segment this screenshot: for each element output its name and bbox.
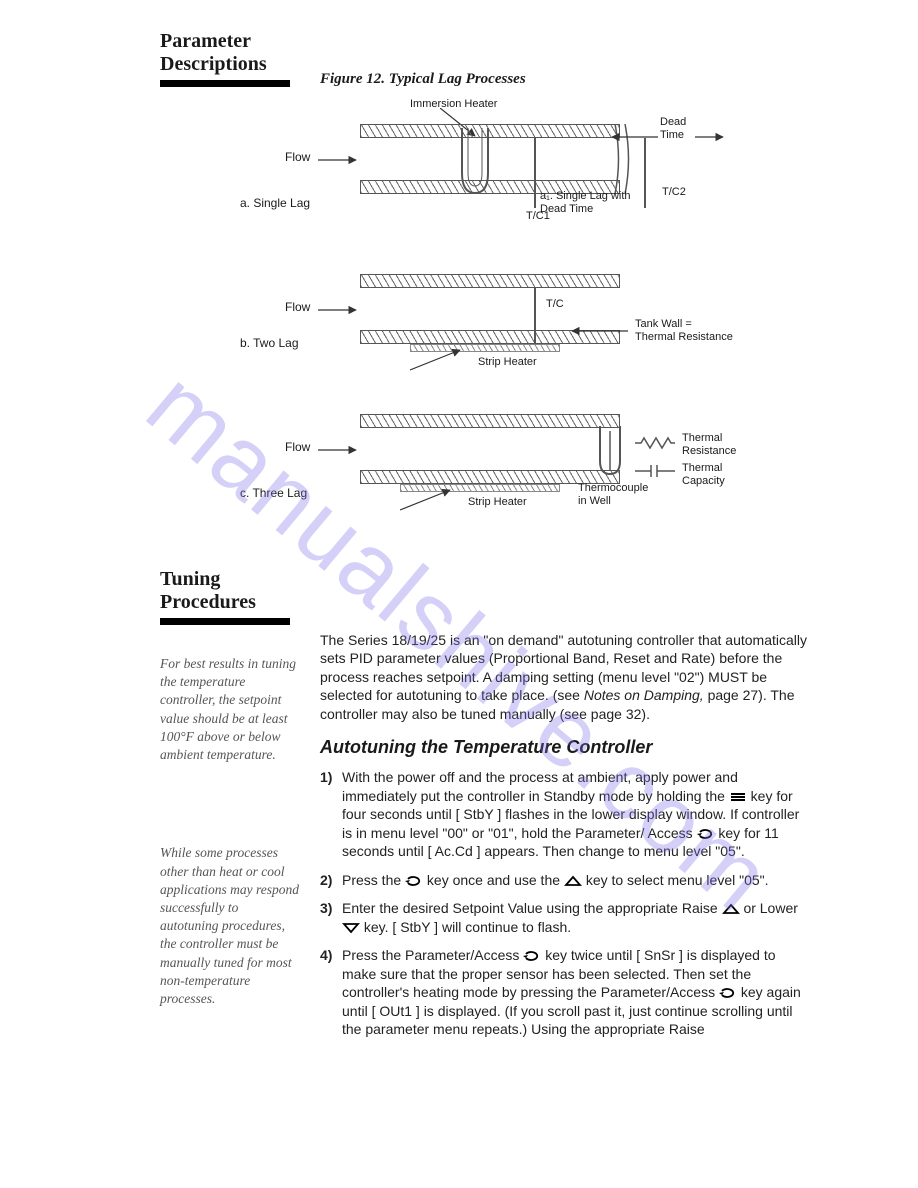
- autotuning-subhead: Autotuning the Temperature Controller: [320, 737, 810, 758]
- tuning-section: Tuning Procedures: [160, 568, 858, 625]
- thermocouple-label: Thermocouple in Well: [578, 482, 648, 507]
- dead-time-label: Dead Time: [660, 116, 686, 141]
- tc1-probe: [530, 138, 540, 208]
- step-num: 2): [320, 871, 342, 889]
- main-column: The Series 18/19/25 is an "on demand" au…: [320, 631, 810, 1048]
- up-key-icon: [564, 875, 582, 887]
- side-note-1: For best results in tuning the temperatu…: [160, 655, 300, 764]
- tc2-label: T/C2: [662, 186, 686, 199]
- step-3: 3) Enter the desired Setpoint Value usin…: [320, 899, 810, 936]
- tuning-rule: [160, 618, 290, 625]
- capacitor-icon: [635, 464, 675, 478]
- menu-key-icon: [729, 791, 747, 803]
- step-1: 1) With the power off and the process at…: [320, 768, 810, 860]
- lag-a-title: a. Single Lag: [240, 196, 310, 210]
- step-list: 1) With the power off and the process at…: [320, 768, 810, 1038]
- figure-caption: Figure 12. Typical Lag Processes: [320, 71, 858, 88]
- step-body: Enter the desired Setpoint Value using t…: [342, 899, 810, 936]
- flow-arrow-icon: [318, 444, 358, 456]
- lag-c-title: c. Three Lag: [240, 486, 307, 500]
- step-num: 1): [320, 768, 342, 860]
- lag-c: Flow Thermal Resistance Thermal Capacity: [240, 388, 800, 528]
- step-4: 4) Press the Parameter/Access key twice …: [320, 946, 810, 1038]
- diagram-area: Immersion Heater Flow Dead Time a₁. Sing…: [240, 98, 800, 528]
- strip-heater-c-label: Strip Heater: [468, 496, 527, 509]
- tc-probe-b: [530, 288, 540, 343]
- tuning-header: Tuning Procedures: [160, 568, 858, 614]
- flow-arrow-icon: [318, 304, 358, 316]
- side-column: For best results in tuning the temperatu…: [160, 631, 320, 1048]
- step-num: 3): [320, 899, 342, 936]
- flow-label-c: Flow: [285, 440, 310, 454]
- tc1-label: T/C1: [526, 210, 550, 223]
- resistor-icon: [635, 436, 675, 450]
- thermal-cap-label: Thermal Capacity: [682, 462, 725, 487]
- lag-a: Immersion Heater Flow Dead Time a₁. Sing…: [240, 98, 800, 238]
- intro-paragraph: The Series 18/19/25 is an "on demand" au…: [320, 631, 810, 723]
- header-rule: [160, 80, 290, 87]
- tank-wall-label: Tank Wall = Thermal Resistance: [635, 318, 733, 343]
- flow-label-a: Flow: [285, 150, 310, 164]
- up-key-icon: [722, 903, 740, 915]
- cycle-key-icon: [697, 828, 715, 840]
- cycle-key-icon: [405, 875, 423, 887]
- tuning-columns: For best results in tuning the temperatu…: [160, 631, 858, 1048]
- cycle-key-icon: [523, 950, 541, 962]
- tuning-header-line2: Procedures: [160, 591, 256, 613]
- section-header-line1: Parameter: [160, 30, 251, 52]
- tc2-probe: [640, 138, 650, 208]
- single-lag-dt-label: a₁. Single Lag with Dead Time: [540, 190, 631, 215]
- page: Parameter Descriptions Figure 12. Typica…: [0, 0, 918, 1188]
- step-body: Press the key once and use the key to se…: [342, 871, 810, 889]
- intro-italic: Notes on Damping,: [584, 687, 704, 703]
- step-2: 2) Press the key once and use the key to…: [320, 871, 810, 889]
- heater-loop-icon: [450, 128, 500, 203]
- strip-heater-b-label: Strip Heater: [478, 356, 537, 369]
- step-num: 4): [320, 946, 342, 1038]
- lag-b: Flow T/C Tank Wall = Thermal Resistance …: [240, 248, 800, 378]
- section-header-line2: Descriptions: [160, 53, 267, 75]
- step-body: Press the Parameter/Access key twice unt…: [342, 946, 810, 1038]
- step-body: With the power off and the process at am…: [342, 768, 810, 860]
- tuning-header-line1: Tuning: [160, 568, 220, 590]
- flow-label-b: Flow: [285, 300, 310, 314]
- side-note-2: While some processes other than heat or …: [160, 844, 300, 1008]
- section-header: Parameter Descriptions: [160, 30, 858, 76]
- cycle-key-icon: [719, 987, 737, 999]
- thermocouple-well-icon: [590, 426, 630, 486]
- down-key-icon: [342, 922, 360, 934]
- lag-b-title: b. Two Lag: [240, 336, 299, 350]
- tc-b-label: T/C: [546, 298, 564, 311]
- flow-arrow-icon: [318, 154, 358, 166]
- thermal-res-label: Thermal Resistance: [682, 432, 736, 457]
